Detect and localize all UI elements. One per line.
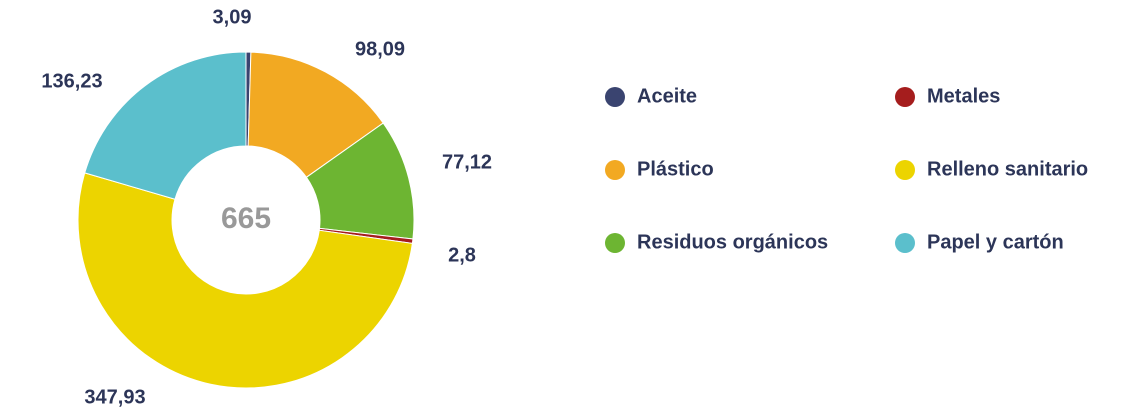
center-label: 665 — [221, 202, 271, 235]
value-label: 98,09 — [355, 38, 405, 60]
legend-label: Plástico — [637, 158, 714, 180]
legend-label: Relleno sanitario — [927, 158, 1088, 180]
value-label: 136,23 — [41, 70, 102, 92]
donut-slice — [84, 51, 247, 200]
legend-label: Residuos orgánicos — [637, 231, 828, 253]
legend-swatch — [605, 233, 625, 253]
legend-label: Aceite — [637, 85, 697, 107]
donut-slice — [77, 172, 413, 389]
donut-slice — [247, 51, 384, 178]
legend-swatch — [895, 87, 915, 107]
value-label: 3,09 — [213, 6, 252, 28]
legend-swatch — [605, 160, 625, 180]
legend-label: Metales — [927, 85, 1000, 107]
legend-label: Papel y cartón — [927, 231, 1064, 253]
legend-swatch — [895, 160, 915, 180]
legend-swatch — [605, 87, 625, 107]
value-label: 347,93 — [84, 386, 145, 408]
value-label: 2,8 — [448, 244, 476, 266]
legend-swatch — [895, 233, 915, 253]
value-label: 77,12 — [442, 151, 492, 173]
